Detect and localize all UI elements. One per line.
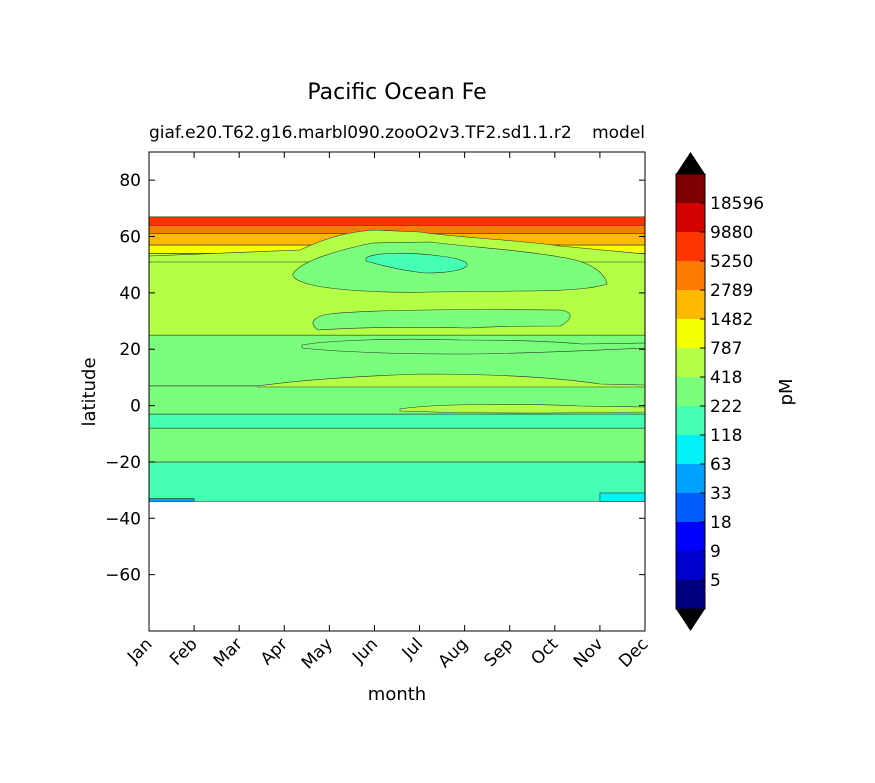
colorbar: 5 9 18 33 63 118 222 418 787 1482 2789 5250 9880 1859…	[675, 152, 764, 631]
colorbar-swatch	[676, 464, 705, 493]
contour-band	[149, 216, 645, 226]
x-tick-label: Sep	[480, 634, 517, 671]
x-tick-label: Jan	[123, 634, 156, 667]
plot-frame	[148, 151, 646, 632]
colorbar-swatch	[676, 551, 705, 580]
y-tick-label: 0	[130, 397, 141, 417]
colorbar-extend-max	[676, 152, 705, 174]
x-tick-label: Aug	[435, 634, 473, 672]
x-tick-label: Oct	[527, 634, 562, 669]
x-tick-label: May	[298, 634, 337, 673]
y-axis: 80 60 40 20 0 −20 −40 −60	[105, 171, 645, 586]
colorbar-tick-label: 787	[710, 339, 742, 359]
colorbar-extend-min	[676, 609, 705, 631]
colorbar-tick-label: 9	[710, 542, 721, 562]
contour-region-mid-lobe	[312, 309, 571, 331]
colorbar-tick-label: 33	[710, 484, 732, 504]
colorbar-swatch	[676, 348, 705, 377]
colorbar-swatch	[676, 203, 705, 232]
contour-band-local	[149, 498, 195, 502]
colorbar-swatch	[676, 319, 705, 348]
contour-band	[149, 427, 645, 463]
y-tick-label: −40	[105, 509, 141, 529]
y-tick-label: 80	[119, 171, 141, 191]
chart-subtitle-left: giaf.e20.T62.g16.marbl090.zooO2v3.TF2.sd…	[149, 123, 572, 143]
colorbar-swatch	[676, 522, 705, 551]
x-tick-label: Dec	[615, 634, 652, 671]
y-tick-label: −60	[105, 566, 141, 586]
x-tick-label: Jun	[348, 634, 382, 668]
colorbar-swatch	[676, 493, 705, 522]
colorbar-swatch	[676, 435, 705, 464]
y-tick-label: 20	[119, 340, 141, 360]
colorbar-tick-label: 9880	[710, 223, 753, 243]
colorbar-tick-label: 5250	[710, 252, 753, 272]
colorbar-frame	[675, 173, 706, 610]
colorbar-tick-label: 63	[710, 455, 732, 475]
contour-band	[149, 413, 645, 429]
y-tick-label: 40	[119, 284, 141, 304]
x-axis-label: month	[368, 684, 426, 705]
x-tick-label: Feb	[166, 634, 201, 669]
chart-title: Pacific Ocean Fe	[307, 80, 486, 105]
colorbar-tick-label: 118	[710, 426, 742, 446]
colorbar-swatch	[676, 406, 705, 435]
y-tick-label: −20	[105, 453, 141, 473]
colorbar-tick-label: 2789	[710, 281, 753, 301]
colorbar-tick-label: 1482	[710, 310, 753, 330]
colorbar-swatch	[676, 232, 705, 261]
y-axis-label: latitude	[79, 357, 100, 426]
colorbar-label: pM	[776, 379, 797, 406]
x-tick-label: Jul	[398, 634, 427, 663]
x-tick-label: Mar	[210, 634, 247, 671]
contour-fill	[149, 216, 645, 502]
chart-subtitle-right: model	[592, 123, 645, 143]
contour-band-local	[599, 492, 645, 502]
colorbar-tick-label: 418	[710, 368, 742, 388]
colorbar-tick-label: 18	[710, 513, 732, 533]
colorbar-swatch	[676, 290, 705, 319]
colorbar-tick-label: 18596	[710, 194, 764, 214]
contour-region-equatorial-lobe	[257, 373, 645, 388]
colorbar-tick-label: 5	[710, 571, 721, 591]
colorbar-swatch	[676, 580, 705, 609]
y-tick-label: 60	[119, 228, 141, 248]
x-tick-label: Nov	[570, 634, 608, 672]
contour-region-high-bulge	[365, 252, 468, 274]
contour-band	[149, 461, 645, 502]
colorbar-tick-label: 222	[710, 397, 742, 417]
colorbar-swatch	[676, 261, 705, 290]
colorbar-swatch	[676, 174, 705, 203]
x-tick-label: Apr	[257, 634, 292, 669]
colorbar-swatch	[676, 377, 705, 406]
